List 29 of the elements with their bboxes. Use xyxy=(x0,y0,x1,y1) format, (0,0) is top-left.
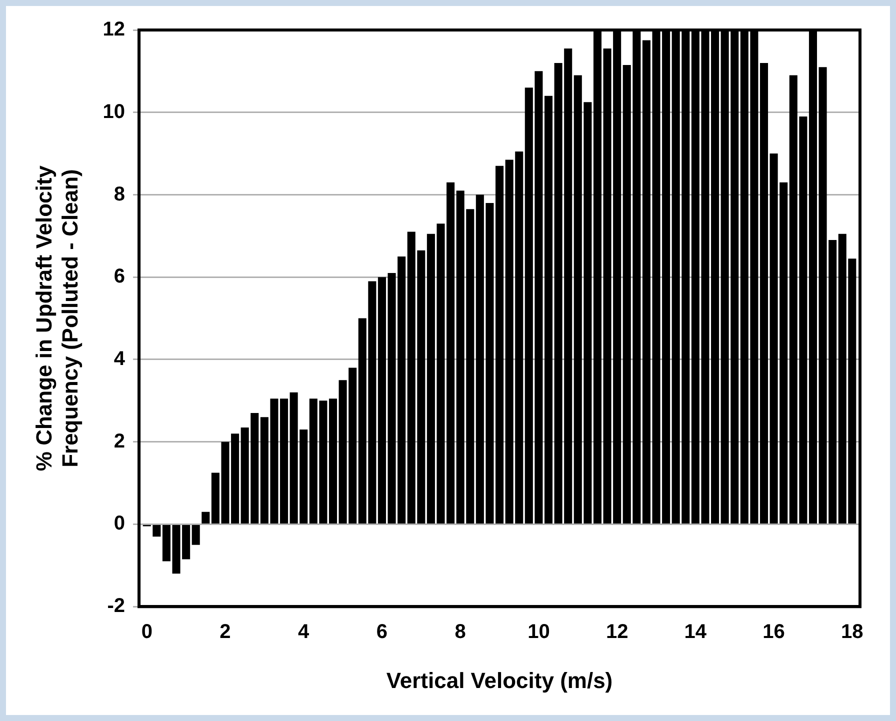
y-tick-label: 0 xyxy=(114,512,126,535)
bar xyxy=(544,96,553,524)
x-tick-label: 4 xyxy=(298,621,310,644)
x-tick-label: 8 xyxy=(454,621,466,644)
y-tick-label: 4 xyxy=(114,348,126,370)
y-tick-label: 2 xyxy=(114,430,126,452)
x-tick-label: 2 xyxy=(220,621,231,644)
y-tick-label: 12 xyxy=(102,18,126,41)
x-tick-label: 10 xyxy=(528,621,550,644)
bar xyxy=(760,62,768,524)
x-tick-label: 12 xyxy=(606,621,628,644)
y-axis-title: % Change in Updraft Velocity Frequency (Polluted - Clean) xyxy=(31,164,83,472)
x-tick-label: 18 xyxy=(841,621,864,644)
y-tick-label: 10 xyxy=(102,100,126,123)
x-tick-label: 14 xyxy=(684,621,708,644)
y-tick-label: 6 xyxy=(114,266,126,288)
bar xyxy=(378,277,386,524)
x-tick-label: 16 xyxy=(762,621,785,644)
y-tick-label: -2 xyxy=(107,595,126,618)
bar xyxy=(202,512,210,524)
x-tick-label: 6 xyxy=(376,621,388,644)
bar xyxy=(192,524,200,545)
bar xyxy=(162,524,170,562)
bar xyxy=(496,166,504,524)
bar xyxy=(280,398,288,524)
x-tick-label: 0 xyxy=(141,621,152,644)
x-axis-title: Vertical Velocity (m/s) xyxy=(386,668,613,693)
y-tick-label: 8 xyxy=(114,183,126,206)
bar xyxy=(328,398,338,524)
